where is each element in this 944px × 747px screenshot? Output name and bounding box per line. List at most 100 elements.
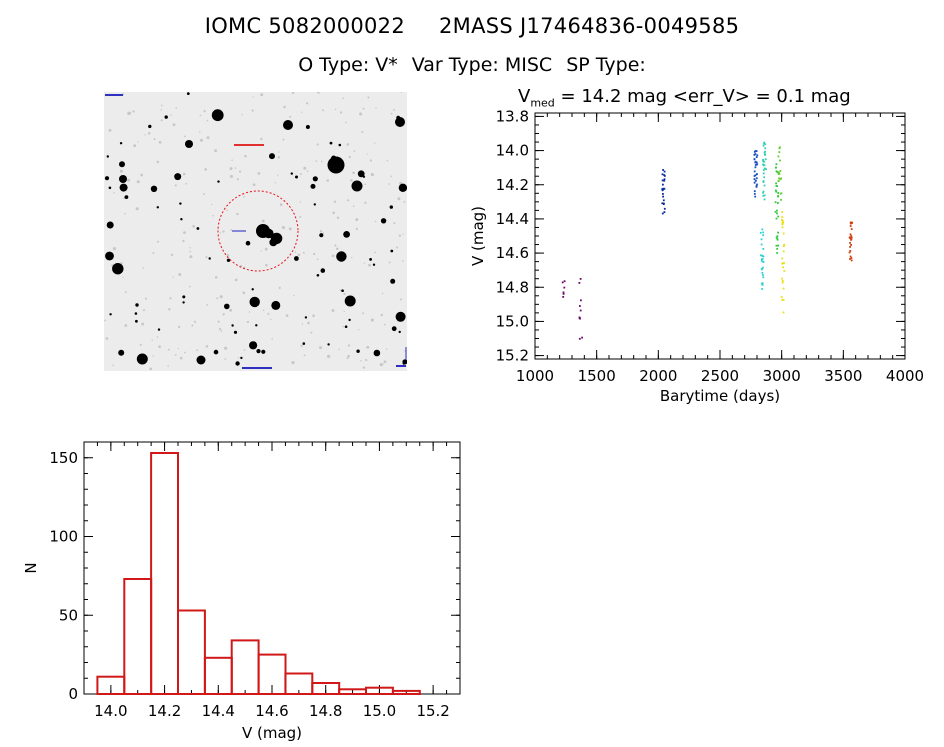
data-point bbox=[762, 248, 765, 250]
background-speck bbox=[168, 308, 171, 311]
star bbox=[398, 330, 401, 334]
data-point bbox=[663, 179, 666, 182]
data-point bbox=[578, 337, 581, 340]
background-speck bbox=[199, 138, 204, 142]
background-speck bbox=[334, 244, 337, 247]
background-speck bbox=[127, 178, 131, 182]
background-speck bbox=[320, 160, 323, 163]
background-speck bbox=[177, 347, 180, 350]
data-point bbox=[755, 177, 758, 180]
background-speck bbox=[388, 183, 390, 185]
data-point bbox=[776, 212, 778, 215]
background-speck bbox=[342, 97, 344, 100]
data-point bbox=[783, 270, 786, 272]
star bbox=[240, 356, 243, 360]
background-speck bbox=[339, 289, 342, 292]
background-speck bbox=[393, 222, 396, 225]
star bbox=[294, 256, 299, 261]
background-speck bbox=[270, 318, 272, 321]
background-speck bbox=[322, 232, 325, 234]
background-speck bbox=[189, 246, 191, 249]
data-point bbox=[781, 211, 784, 213]
background-speck bbox=[277, 156, 280, 159]
data-point bbox=[850, 235, 853, 237]
x-tick-label: 3500 bbox=[824, 367, 862, 385]
background-speck bbox=[133, 144, 137, 148]
star bbox=[329, 141, 333, 145]
data-point bbox=[663, 207, 666, 210]
background-speck bbox=[142, 309, 146, 312]
background-speck bbox=[299, 201, 302, 203]
x-tick-label: 14.0 bbox=[94, 702, 127, 720]
background-speck bbox=[343, 310, 345, 313]
star bbox=[231, 324, 234, 327]
background-speck bbox=[191, 324, 194, 327]
star bbox=[395, 311, 406, 322]
background-speck bbox=[142, 267, 144, 269]
x-tick-label: 14.8 bbox=[309, 702, 342, 720]
background-speck bbox=[248, 311, 251, 313]
background-speck bbox=[184, 351, 186, 354]
histogram-chart: 14.0 14.2 14.4 14.6 14.8 15.0 15.2 0 50 100 150 V (… bbox=[22, 441, 461, 742]
star bbox=[156, 206, 159, 209]
data-point bbox=[661, 189, 664, 192]
background-speck bbox=[136, 180, 140, 184]
star bbox=[256, 349, 261, 354]
star bbox=[390, 278, 396, 284]
data-point bbox=[562, 296, 565, 298]
background-speck bbox=[127, 111, 131, 115]
background-speck bbox=[398, 234, 402, 237]
background-speck bbox=[113, 191, 115, 194]
background-speck bbox=[306, 102, 309, 105]
data-point bbox=[776, 237, 779, 240]
object-id: IOMC 5082000022 bbox=[204, 14, 406, 38]
star bbox=[224, 303, 230, 310]
background-speck bbox=[367, 96, 370, 99]
background-speck bbox=[212, 214, 215, 217]
background-speck bbox=[153, 138, 156, 141]
background-speck bbox=[219, 295, 223, 299]
background-speck bbox=[359, 112, 363, 116]
data-point bbox=[780, 198, 782, 201]
star bbox=[135, 303, 139, 307]
x-tick-label: 15.0 bbox=[363, 702, 396, 720]
background-speck bbox=[222, 313, 225, 316]
background-speck bbox=[112, 364, 114, 367]
star bbox=[256, 224, 270, 238]
data-point bbox=[777, 195, 779, 197]
data-point bbox=[777, 155, 780, 158]
background-speck bbox=[402, 260, 404, 262]
corner-mark bbox=[242, 367, 272, 369]
data-point bbox=[579, 278, 582, 280]
background-speck bbox=[220, 330, 223, 332]
data-point bbox=[762, 276, 765, 279]
background-speck bbox=[183, 135, 186, 138]
object-title: IOMC 5082000022 2MASS J17464836-0049585 bbox=[0, 14, 944, 38]
star bbox=[402, 362, 405, 365]
background-speck bbox=[185, 182, 188, 185]
background-speck bbox=[300, 344, 303, 348]
data-point bbox=[756, 154, 759, 157]
data-point bbox=[849, 246, 851, 248]
background-speck bbox=[346, 357, 349, 360]
data-point bbox=[663, 187, 666, 190]
background-speck bbox=[238, 170, 242, 173]
background-speck bbox=[302, 251, 305, 254]
data-point bbox=[765, 168, 767, 170]
background-speck bbox=[105, 337, 109, 340]
background-speck bbox=[303, 166, 307, 170]
star bbox=[344, 295, 356, 307]
background-speck bbox=[331, 254, 335, 258]
star bbox=[135, 319, 138, 323]
data-point bbox=[753, 181, 756, 184]
data-point bbox=[764, 143, 767, 146]
y-tick-label: 13.8 bbox=[496, 107, 529, 125]
data-point bbox=[782, 311, 785, 314]
corner-mark bbox=[396, 365, 406, 367]
background-speck bbox=[402, 233, 404, 235]
star bbox=[369, 258, 372, 261]
background-speck bbox=[322, 109, 324, 112]
background-speck bbox=[242, 291, 246, 295]
background-speck bbox=[279, 203, 283, 206]
star bbox=[179, 202, 182, 205]
